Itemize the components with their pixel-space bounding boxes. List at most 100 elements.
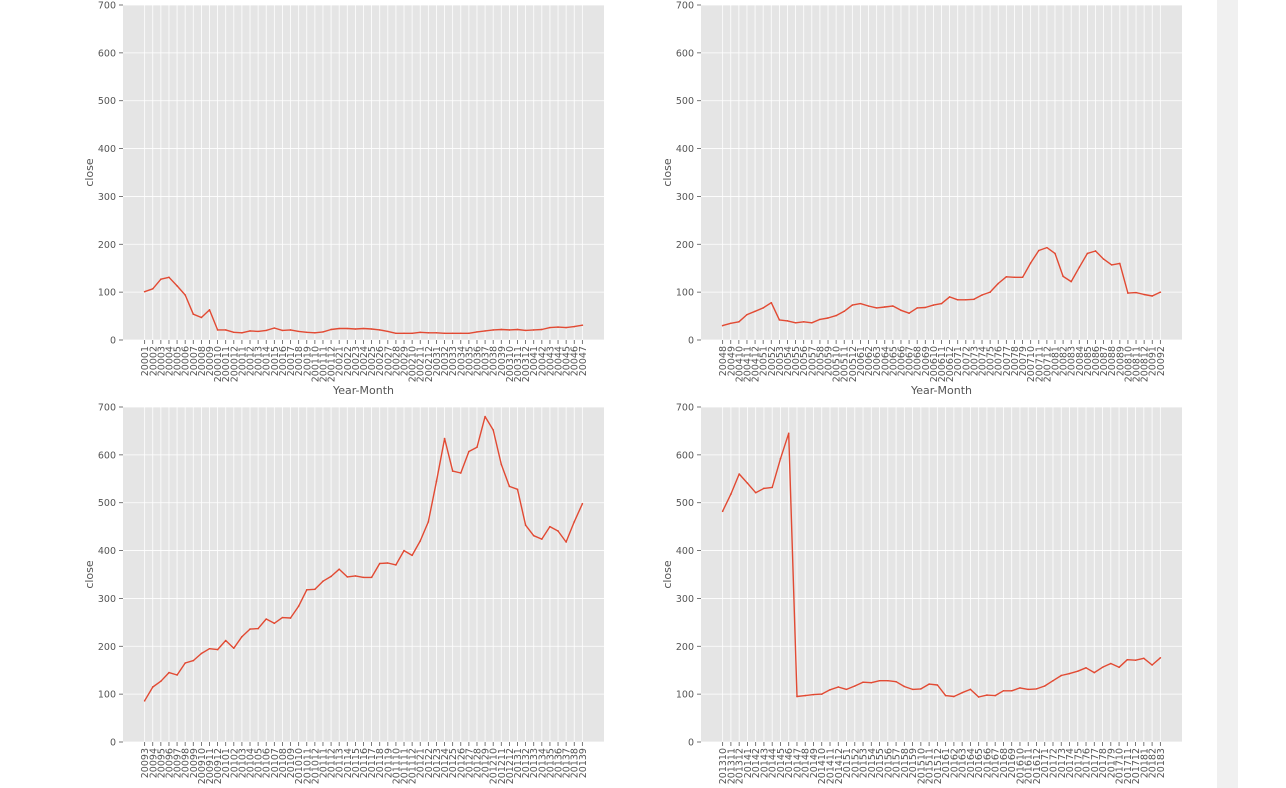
x-tick-label: 201410 (817, 748, 828, 784)
data-point (281, 329, 284, 332)
x-tick-label: 200010 (213, 346, 224, 382)
x-tick-label: 20001 (140, 346, 151, 376)
x-tick-label: 20139 (578, 748, 589, 778)
data-point (1119, 262, 1121, 265)
data-point (721, 324, 724, 327)
data-point (1035, 688, 1038, 690)
x-tick-label: 20092 (1156, 346, 1167, 376)
x-tick-label: 20062 (864, 346, 875, 376)
data-point (1151, 295, 1154, 297)
plot-area (701, 407, 1182, 742)
data-point (1143, 657, 1145, 660)
data-point (492, 429, 494, 431)
x-tick-label: 20097 (173, 748, 184, 778)
data-point (370, 328, 373, 330)
data-point (908, 312, 910, 315)
data-point (427, 332, 430, 334)
x-tick-label: 20024 (359, 346, 370, 376)
data-point (729, 322, 732, 325)
data-point (1101, 666, 1104, 669)
x-tick-label: 200511 (840, 346, 851, 382)
data-point (953, 695, 955, 698)
x-tick-label: 20014 (262, 346, 273, 376)
x-tick-label: 20043 (545, 346, 556, 376)
x-tick-label: 20172 (1048, 748, 1059, 778)
data-point (549, 326, 551, 329)
x-tick-label: 20073 (969, 346, 980, 376)
x-tick-label: 20004 (164, 346, 175, 376)
data-point (1068, 672, 1071, 675)
y-tick-label: 400 (676, 546, 694, 557)
data-point (924, 306, 927, 309)
data-point (160, 278, 162, 281)
data-point (273, 622, 276, 625)
data-point (370, 576, 373, 579)
data-point (151, 686, 154, 688)
x-tick-label: 20026 (375, 346, 386, 376)
y-tick-label: 500 (676, 96, 694, 107)
x-tick-label: 20159 (908, 748, 919, 778)
x-tick-label: 20034 (456, 346, 467, 376)
x-tick-label: 20086 (1091, 346, 1102, 376)
x-tick-label: 20003 (156, 346, 167, 376)
data-point (281, 616, 284, 619)
data-point (541, 328, 543, 331)
y-tick-label: 600 (676, 48, 694, 59)
x-tick-label: 20105 (254, 748, 265, 778)
x-tick-label: 20008 (197, 346, 208, 376)
data-point (778, 319, 781, 321)
data-point (557, 326, 559, 328)
data-point (273, 327, 276, 329)
y-axis-label: close (661, 158, 674, 187)
x-tick-label: 20161 (941, 748, 952, 778)
x-tick-label: 20036 (472, 346, 483, 376)
data-point (903, 685, 906, 688)
data-point (1027, 688, 1030, 691)
data-point (878, 679, 881, 682)
x-tick-label: 20023 (351, 346, 362, 376)
x-tick-label: 20168 (999, 748, 1010, 778)
data-point (746, 313, 748, 316)
x-tick-label: 20154 (867, 748, 878, 778)
data-point (1110, 264, 1113, 266)
data-point (1159, 656, 1162, 659)
x-tick-label: 200111 (318, 346, 329, 382)
x-tick-label: 20171 (1040, 748, 1051, 778)
data-point (500, 463, 503, 466)
data-point (524, 524, 527, 527)
data-point (940, 302, 943, 305)
data-point (811, 321, 813, 324)
x-tick-label: 20054 (783, 346, 794, 376)
x-tick-label: 20162 (949, 748, 960, 778)
data-point (1005, 276, 1008, 278)
data-point (216, 648, 219, 651)
data-point (986, 694, 988, 696)
x-tick-label: 201112 (408, 748, 419, 784)
data-point (738, 473, 740, 475)
x-tick-label: 20109 (286, 748, 297, 778)
x-tick-label: 200311 (513, 346, 524, 382)
data-point (192, 659, 195, 662)
x-tick-label: 20181 (1139, 748, 1150, 778)
x-tick-label: 20108 (278, 748, 289, 778)
x-tick-label: 20141 (743, 748, 754, 778)
data-point (796, 695, 798, 698)
data-point (346, 327, 349, 330)
x-tick-label: 20102 (229, 748, 240, 778)
y-tick-label: 0 (110, 738, 116, 749)
vertical-scrollbar[interactable] (1217, 0, 1238, 788)
x-tick-label: 20176 (1082, 748, 1093, 778)
x-tick-label: 20147 (792, 748, 803, 778)
data-point (787, 432, 790, 435)
x-axis-label: Year-Month (910, 384, 972, 397)
data-point (160, 680, 162, 683)
y-tick-label: 100 (98, 288, 116, 299)
x-tick-label: 201710 (1115, 748, 1126, 784)
data-point (249, 628, 251, 630)
x-tick-label: 200110 (310, 346, 321, 382)
data-point (322, 331, 324, 333)
x-tick-label: 20055 (791, 346, 802, 376)
x-tick-label: 20127 (464, 748, 475, 778)
x-tick-label: 20056 (799, 346, 810, 376)
x-tick-label: 20112 (327, 748, 338, 778)
